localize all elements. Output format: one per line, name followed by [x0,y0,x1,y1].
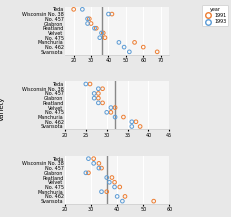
Point [104,190,108,193]
Point [99,31,103,35]
Point [84,82,87,86]
Legend: 1991, 1993: 1991, 1993 [201,5,228,26]
Point [134,120,137,123]
Point [86,171,90,174]
Point [92,26,96,30]
Point [80,8,84,11]
Point [110,176,113,179]
Point [94,26,98,30]
Point [151,199,155,203]
Point [141,45,145,49]
Point [138,125,141,128]
Point [96,96,100,100]
Point [113,115,116,119]
Point [121,115,125,119]
Point [132,41,136,44]
Point [96,101,100,105]
Point [109,111,112,114]
Point [107,181,111,184]
Point [122,45,125,49]
Point [117,41,120,44]
Text: Variety: Variety [0,96,5,121]
Point [97,36,101,39]
Point [89,22,93,25]
Point [101,31,105,35]
Point [115,195,119,198]
Point [92,92,96,95]
Point [100,87,104,90]
Point [129,120,133,123]
Point [88,82,91,86]
Point [109,106,112,109]
Point [92,96,96,100]
Point [87,17,91,21]
Point [99,190,103,193]
Point [96,87,100,90]
Point [85,22,89,25]
Point [127,50,131,54]
Point [84,171,87,174]
Point [117,185,121,189]
Point [104,111,108,114]
Point [72,8,75,11]
Point [85,17,89,21]
Point [104,176,108,179]
Point [97,166,100,170]
Point [129,125,133,128]
Point [106,12,110,16]
Point [99,166,103,170]
Point [91,162,95,165]
Point [97,162,100,165]
Point [86,157,90,160]
Point [110,12,113,16]
Point [155,50,158,54]
Point [113,106,116,109]
Point [123,195,126,198]
Point [96,92,100,95]
Point [112,181,116,184]
Point [112,185,116,189]
Point [91,157,95,160]
Point [100,101,104,105]
Point [120,199,124,203]
Point [103,36,106,39]
